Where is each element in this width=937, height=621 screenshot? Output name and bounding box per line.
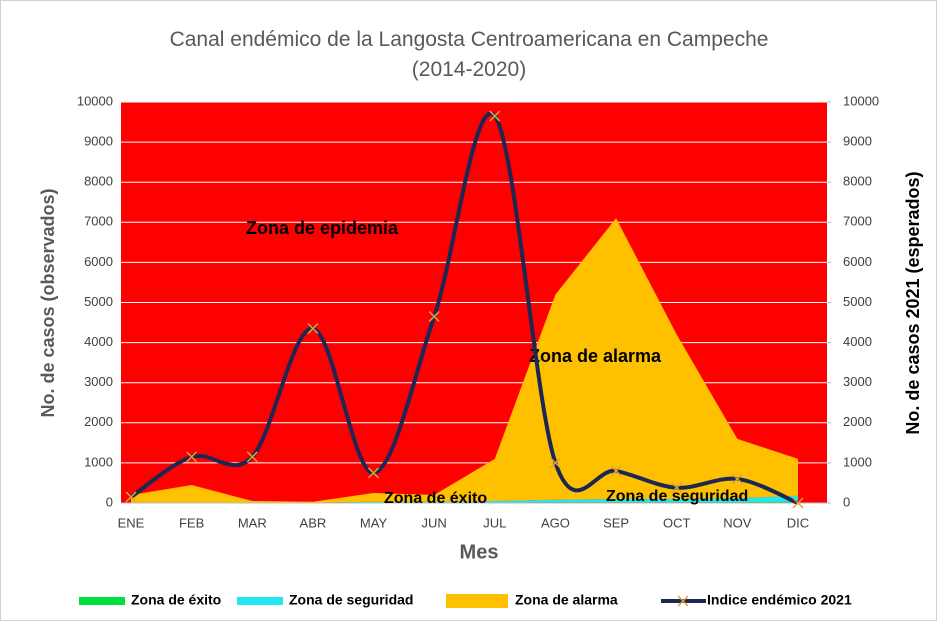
y2-tick-label: 3000	[843, 374, 872, 389]
x-tick-label: NOV	[723, 515, 752, 530]
y-tick-label: 7000	[84, 214, 113, 229]
y-tick-label: 10000	[77, 93, 113, 108]
x-tick-label: FEB	[179, 515, 204, 530]
legend-label: Zona de alarma	[515, 592, 618, 608]
y2-tick-label: 8000	[843, 174, 872, 189]
x-tick-label: JUL	[483, 515, 506, 530]
y2-tick-label: 7000	[843, 214, 872, 229]
y2-tick-label: 5000	[843, 294, 872, 309]
y2-tick-label: 1000	[843, 454, 872, 469]
annotation: Zona de éxito	[384, 490, 487, 507]
marker	[125, 491, 137, 503]
chart-title: Canal endémico de la Langosta Centroamer…	[169, 28, 769, 81]
x-tick-label: AGO	[541, 515, 570, 530]
marker	[610, 465, 622, 477]
marker	[428, 311, 440, 323]
y-tick-label: 6000	[84, 254, 113, 269]
legend-marker	[677, 595, 689, 607]
legend-label: Zona de éxito	[131, 592, 221, 608]
marker	[731, 473, 743, 485]
marker	[307, 323, 319, 335]
y-tick-label: 0	[106, 494, 113, 509]
y-tick-label: 4000	[84, 334, 113, 349]
legend-label: Zona de seguridad	[289, 592, 413, 608]
annotation: Zona de seguridad	[606, 488, 748, 505]
x-tick-label: MAY	[360, 515, 388, 530]
annotation: Zona de alarma	[529, 346, 662, 366]
y-tick-label: 3000	[84, 374, 113, 389]
area	[131, 495, 798, 503]
area	[131, 218, 798, 503]
marker	[792, 497, 804, 509]
y-axis-label: No. de casos (observados)	[38, 188, 58, 417]
y-tick-label: 8000	[84, 174, 113, 189]
legend-swatch	[237, 597, 283, 605]
legend-label: Indice endémico 2021	[707, 592, 852, 608]
x-axis-label: Mes	[460, 541, 499, 563]
line	[129, 111, 799, 505]
y2-tick-label: 0	[843, 494, 850, 509]
y2-tick-label: 6000	[843, 254, 872, 269]
marker	[489, 110, 501, 122]
legend-swatch	[79, 597, 125, 605]
y-tick-label: 9000	[84, 134, 113, 149]
x-tick-label: OCT	[663, 515, 691, 530]
annotation: Zona de epidemia	[246, 218, 399, 238]
y2-axis-label: No. de casos 2021 (esperados)	[903, 171, 923, 434]
x-tick-label: JUN	[422, 515, 447, 530]
x-tick-label: ENE	[118, 515, 145, 530]
y-tick-label: 5000	[84, 294, 113, 309]
marker	[186, 451, 198, 463]
x-tick-label: MAR	[238, 515, 267, 530]
marker	[549, 457, 561, 469]
y2-tick-label: 4000	[843, 334, 872, 349]
legend-swatch	[446, 594, 508, 608]
marker	[671, 482, 683, 494]
x-tick-label: DIC	[787, 515, 809, 530]
marker	[246, 451, 258, 463]
marker	[368, 467, 380, 479]
y-tick-label: 1000	[84, 454, 113, 469]
y2-tick-label: 2000	[843, 414, 872, 429]
x-tick-label: ABR	[300, 515, 327, 530]
y-tick-label: 2000	[84, 414, 113, 429]
x-tick-label: SEP	[603, 515, 629, 530]
y2-tick-label: 9000	[843, 134, 872, 149]
y2-tick-label: 10000	[843, 93, 879, 108]
